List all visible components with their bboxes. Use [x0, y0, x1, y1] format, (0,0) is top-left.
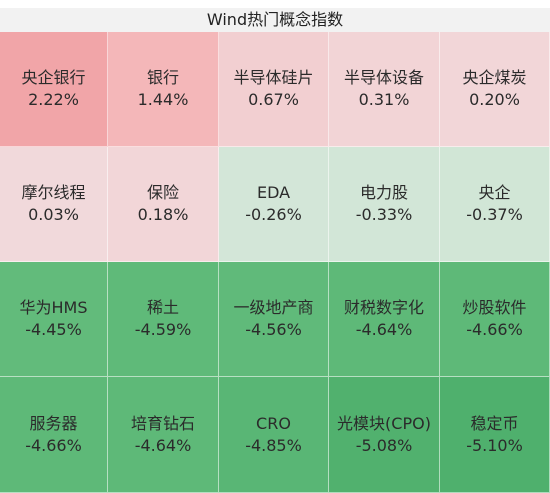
- concept-tile[interactable]: 财税数字化 -4.64%: [329, 262, 440, 377]
- concept-tile[interactable]: 炒股软件 -4.66%: [440, 262, 550, 377]
- concept-tile[interactable]: CRO -4.85%: [219, 377, 329, 493]
- concept-name: 服务器: [29, 413, 78, 433]
- concept-change: 0.31%: [358, 90, 410, 109]
- concept-change: 0.67%: [248, 90, 299, 109]
- concept-tile[interactable]: EDA -0.26%: [219, 147, 329, 262]
- concept-name: 电力股: [359, 183, 408, 202]
- concept-change: 1.44%: [137, 90, 189, 109]
- concept-name: 一级地产商: [233, 298, 314, 317]
- concept-change: -5.10%: [466, 435, 523, 455]
- concept-tile[interactable]: 光模块(CPO) -5.08%: [329, 377, 440, 493]
- concept-name: 保险: [146, 183, 179, 202]
- concept-name: 央企煤炭: [462, 68, 527, 87]
- concept-name: EDA: [256, 183, 291, 202]
- concept-change: -4.56%: [245, 320, 302, 339]
- concept-tile[interactable]: 摩尔线程 0.03%: [0, 147, 108, 262]
- concept-name: 银行: [146, 68, 179, 87]
- concept-tile[interactable]: 央企银行 2.22%: [0, 32, 108, 147]
- concept-name: 稀土: [146, 298, 179, 317]
- concept-tile[interactable]: 电力股 -0.33%: [329, 147, 440, 262]
- concept-change: -4.64%: [134, 435, 192, 455]
- concept-name: 培育钻石: [130, 413, 195, 433]
- concept-change: -4.66%: [466, 320, 523, 339]
- concept-tile[interactable]: 稳定币 -5.10%: [440, 377, 550, 493]
- concept-tile[interactable]: 保险 0.18%: [108, 147, 219, 262]
- concept-change: -0.33%: [355, 205, 413, 224]
- concept-name: 光模块(CPO): [337, 413, 431, 433]
- concept-tile[interactable]: 服务器 -4.66%: [0, 377, 108, 493]
- concept-tile[interactable]: 银行 1.44%: [108, 32, 219, 147]
- concept-name: 财税数字化: [343, 298, 424, 317]
- concept-change: 0.20%: [469, 90, 520, 109]
- concept-tile[interactable]: 培育钻石 -4.64%: [108, 377, 219, 493]
- concept-change: 0.03%: [28, 205, 79, 224]
- concept-tile[interactable]: 央企煤炭 0.20%: [440, 32, 550, 147]
- concept-change: -0.26%: [245, 205, 302, 224]
- concept-change: -4.59%: [134, 320, 192, 339]
- panel-title: Wind热门概念指数: [0, 8, 550, 33]
- concept-heatmap-grid: 央企银行 2.22% 银行 1.44% 半导体硅片 0.67% 半导体设备 0.31% 央企煤炭…: [0, 32, 550, 493]
- concept-change: -5.08%: [355, 435, 413, 455]
- concept-tile[interactable]: 华为HMS -4.45%: [0, 262, 108, 377]
- concept-name: 央企银行: [21, 68, 86, 87]
- concept-name: 华为HMS: [19, 298, 88, 317]
- concept-change: 0.18%: [137, 205, 189, 224]
- concept-change: -4.85%: [245, 435, 302, 455]
- concept-change: -4.45%: [25, 320, 82, 339]
- cropped-header-strip: [0, 0, 550, 8]
- concept-tile[interactable]: 半导体设备 0.31%: [329, 32, 440, 147]
- concept-tile[interactable]: 央企 -0.37%: [440, 147, 550, 262]
- concept-change: -4.66%: [25, 435, 82, 455]
- concept-tile[interactable]: 稀土 -4.59%: [108, 262, 219, 377]
- concept-name: 稳定币: [470, 413, 519, 433]
- concept-change: 2.22%: [28, 90, 79, 109]
- concept-name: 炒股软件: [462, 298, 527, 317]
- concept-tile[interactable]: 一级地产商 -4.56%: [219, 262, 329, 377]
- concept-name: CRO: [256, 413, 291, 433]
- concept-name: 半导体设备: [343, 68, 424, 87]
- concept-change: -4.64%: [355, 320, 413, 339]
- concept-tile[interactable]: 半导体硅片 0.67%: [219, 32, 329, 147]
- concept-name: 半导体硅片: [233, 68, 314, 87]
- concept-name: 摩尔线程: [21, 183, 86, 202]
- concept-name: 央企: [478, 183, 511, 202]
- concept-change: -0.37%: [466, 205, 523, 224]
